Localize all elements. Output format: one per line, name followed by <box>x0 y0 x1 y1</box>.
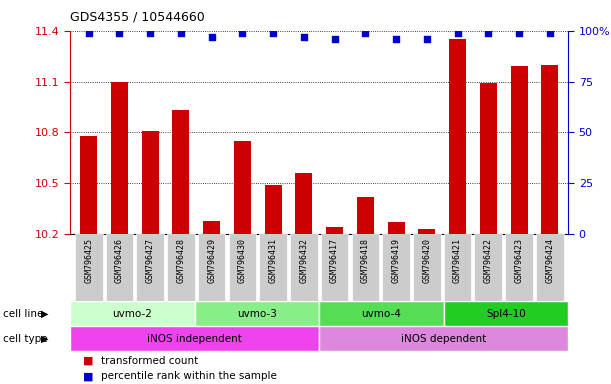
Point <box>84 30 93 36</box>
Point <box>145 30 155 36</box>
Bar <box>70 301 195 326</box>
Text: ■: ■ <box>82 371 93 381</box>
Text: GSM796417: GSM796417 <box>330 238 339 283</box>
Text: ■: ■ <box>82 356 93 366</box>
Bar <box>475 234 502 301</box>
Text: cell type: cell type <box>3 334 48 344</box>
Bar <box>136 234 164 301</box>
Bar <box>480 83 497 234</box>
Text: GSM796429: GSM796429 <box>207 238 216 283</box>
Bar <box>172 111 189 234</box>
Point <box>545 30 555 36</box>
Point <box>422 36 432 42</box>
Text: uvmo-4: uvmo-4 <box>362 309 401 319</box>
Point <box>514 30 524 36</box>
Point <box>238 30 247 36</box>
Text: uvmo-3: uvmo-3 <box>237 309 277 319</box>
Text: GSM796418: GSM796418 <box>361 238 370 283</box>
Text: uvmo-2: uvmo-2 <box>112 309 153 319</box>
Bar <box>75 234 103 301</box>
Point <box>299 34 309 40</box>
Bar <box>505 234 533 301</box>
Text: GSM796432: GSM796432 <box>299 238 309 283</box>
Text: GSM796430: GSM796430 <box>238 238 247 283</box>
Bar <box>195 301 320 326</box>
Text: GSM796425: GSM796425 <box>84 238 93 283</box>
Text: GSM796421: GSM796421 <box>453 238 462 283</box>
Point <box>268 30 278 36</box>
Bar <box>259 234 287 301</box>
Point <box>207 34 216 40</box>
Text: GSM796431: GSM796431 <box>269 238 277 283</box>
Bar <box>198 234 225 301</box>
Point <box>114 30 124 36</box>
Bar <box>320 301 444 326</box>
Bar <box>229 234 256 301</box>
Bar <box>142 131 159 234</box>
Bar <box>351 234 379 301</box>
Bar <box>320 326 568 351</box>
Bar <box>111 81 128 234</box>
Bar <box>296 173 312 234</box>
Point <box>176 30 186 36</box>
Bar <box>290 234 318 301</box>
Text: GSM796428: GSM796428 <box>177 238 185 283</box>
Bar <box>326 227 343 234</box>
Text: GSM796422: GSM796422 <box>484 238 493 283</box>
Point <box>483 30 493 36</box>
Bar <box>80 136 97 234</box>
Text: GDS4355 / 10544660: GDS4355 / 10544660 <box>70 10 205 23</box>
Bar <box>203 221 220 234</box>
Point <box>391 36 401 42</box>
Text: ▶: ▶ <box>41 309 48 319</box>
Bar <box>444 301 568 326</box>
Point <box>330 36 340 42</box>
Bar <box>541 65 558 234</box>
Bar <box>357 197 374 234</box>
Bar <box>444 234 472 301</box>
Bar <box>167 234 195 301</box>
Text: GSM796427: GSM796427 <box>145 238 155 283</box>
Text: iNOS dependent: iNOS dependent <box>401 334 486 344</box>
Bar <box>413 234 441 301</box>
Point <box>453 30 463 36</box>
Text: iNOS independent: iNOS independent <box>147 334 242 344</box>
Text: GSM796419: GSM796419 <box>392 238 401 283</box>
Bar <box>106 234 133 301</box>
Bar <box>234 141 251 234</box>
Bar <box>321 234 348 301</box>
Text: GSM796423: GSM796423 <box>514 238 524 283</box>
Bar <box>419 229 435 234</box>
Bar <box>536 234 563 301</box>
Text: percentile rank within the sample: percentile rank within the sample <box>101 371 277 381</box>
Text: GSM796426: GSM796426 <box>115 238 124 283</box>
Text: GSM796424: GSM796424 <box>545 238 554 283</box>
Bar <box>449 39 466 234</box>
Text: Spl4-10: Spl4-10 <box>486 309 526 319</box>
Text: transformed count: transformed count <box>101 356 198 366</box>
Bar <box>387 222 404 234</box>
Point <box>360 30 370 36</box>
Bar <box>70 326 320 351</box>
Bar <box>382 234 410 301</box>
Text: cell line: cell line <box>3 309 43 319</box>
Text: GSM796420: GSM796420 <box>422 238 431 283</box>
Text: ▶: ▶ <box>41 334 48 344</box>
Bar <box>265 185 282 234</box>
Bar <box>511 66 527 234</box>
